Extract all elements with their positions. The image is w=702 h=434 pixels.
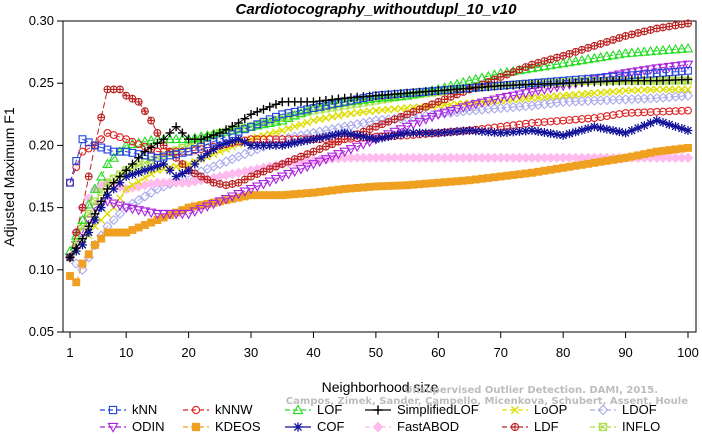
x-tick-label: 50 [369,345,383,360]
y-axis: 0.05 0.10 0.15 0.20 0.25 0.30 [29,13,63,339]
legend-item-lof: LOF [285,402,342,417]
x-tick-label: 10 [119,345,133,360]
series-line [69,88,688,258]
x-tick-label: 90 [618,345,632,360]
series-line [69,157,688,258]
legend-label: kNNW [215,402,253,417]
legend-swatch-marker [292,404,304,415]
legend-swatch-marker [510,405,520,415]
legend-swatch-marker [510,422,520,432]
legend-swatch-marker [191,405,201,415]
legend-item-knn: kNN [100,402,157,417]
x-tick-label: 40 [306,345,320,360]
series-markers [66,143,692,287]
series-layer [64,19,694,287]
legend-item-cof: COF [285,419,345,434]
legend-swatch-marker [372,421,384,433]
legend-swatch-marker [293,422,303,432]
legend-swatch-marker [107,422,119,433]
series-kdeos [66,143,692,287]
y-tick-label: 0.05 [29,324,54,339]
legend-swatch-marker [597,404,609,416]
x-axis: 1 10 20 30 40 50 60 70 80 90 100 [66,332,699,360]
x-tick-label: 30 [244,345,258,360]
plot-frame [62,20,697,333]
legend-item-ldf: LDF [502,419,559,434]
y-tick-label: 0.30 [29,13,54,28]
legend-item-simplifiedlof: SimplifiedLOF [365,402,479,417]
legend: kNN kNNW LOF SimplifiedLOF LoOP LDOF ODIN KDEOS… [100,402,660,434]
legend-label: LOF [317,402,342,417]
y-tick-label: 0.20 [29,137,54,152]
series-loop [66,85,692,262]
legend-swatch-marker [191,422,201,432]
legend-label: LoOP [534,402,567,417]
series-markers [66,85,692,262]
series-markers [65,75,693,262]
y-tick-label: 0.25 [29,75,54,90]
x-tick-label: 1 [66,345,73,360]
series-cof [65,116,693,262]
x-tick-label: 70 [493,345,507,360]
legend-label: INFLO [622,419,660,434]
legend-item-loop: LoOP [502,402,567,417]
legend-label: kNN [132,402,157,417]
legend-label: FastABOD [397,419,459,434]
chart-title: Cardiotocography_withoutdupl_10_v10 [236,1,518,18]
watermark-line-citation: Unsupervised Outlier Detection. DAMI, 20… [404,385,658,396]
x-tick-label: 80 [556,345,570,360]
x-axis-label: Neighborhood size [322,379,439,395]
series-simplifiedlof [65,75,693,262]
x-tick-label: 60 [431,345,445,360]
legend-label: KDEOS [215,419,261,434]
y-axis-label: Adjusted Maximum F1 [1,107,17,246]
legend-label: LDOF [622,402,657,417]
series-markers [64,60,694,263]
legend-swatch-marker [598,422,608,432]
legend-label: ODIN [132,419,165,434]
watermark-line-authors: Campos, Zimek, Sander, Campello, Micenko… [286,396,688,407]
legend-item-odin: ODIN [100,419,165,434]
legend-swatch-marker [373,405,383,415]
legend-item-kdeos: KDEOS [183,419,261,434]
legend-swatch-marker [108,405,118,415]
legend-label: COF [317,419,345,434]
series-markers [65,116,693,262]
legend-item-knnw: kNNW [183,402,253,417]
y-tick-label: 0.10 [29,262,54,277]
legend-item-ldof: LDOF [590,402,657,417]
y-tick-label: 0.15 [29,200,54,215]
x-tick-label: 100 [677,345,699,360]
x-tick-label: 20 [181,345,195,360]
series-line [69,110,689,183]
legend-item-inflo: INFLO [590,419,660,434]
legend-label: LDF [534,419,559,434]
legend-item-fastabod: FastABOD [365,419,459,434]
legend-label: SimplifiedLOF [397,402,479,417]
